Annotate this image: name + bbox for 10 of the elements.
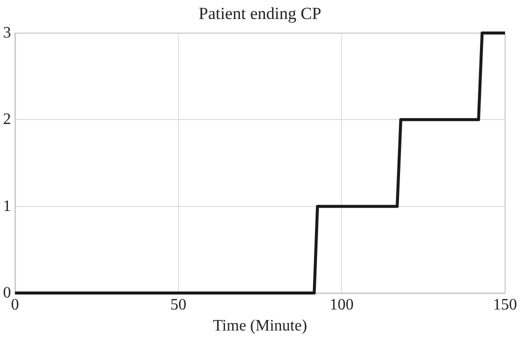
x-tick-label: 50 — [170, 296, 186, 314]
x-axis-title: Time (Minute) — [212, 318, 308, 334]
y-tick-label: 0 — [3, 284, 11, 302]
x-tick-label: 150 — [493, 296, 517, 314]
x-tick-label: 100 — [330, 296, 354, 314]
y-tick-label: 1 — [3, 198, 11, 215]
chart-title: Patient ending CP — [198, 4, 322, 23]
line-series — [14, 32, 506, 294]
y-tick-label: 2 — [3, 111, 11, 128]
y-tick-label: 3 — [3, 24, 11, 42]
